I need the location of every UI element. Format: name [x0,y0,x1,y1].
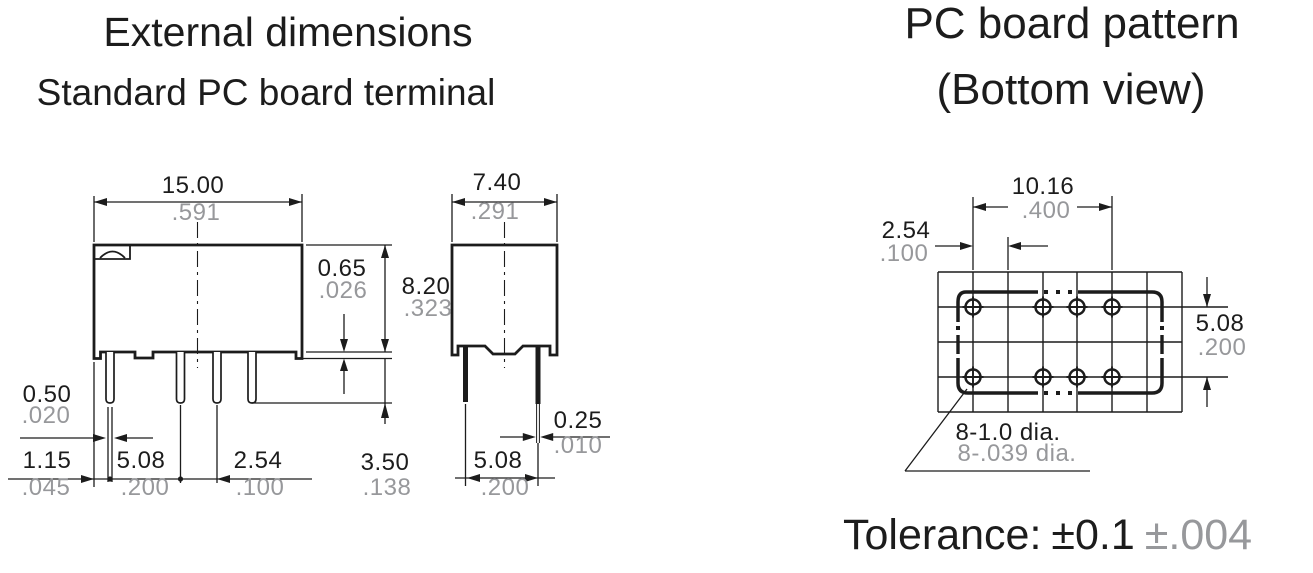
dim-pcb-span-mm: 10.16 [1011,173,1075,200]
pcb-holes [962,296,1123,388]
pcb-dimensions [904,196,1211,472]
pcb-pattern-title: PC board pattern [904,0,1240,48]
dim-front-pitch-a-mm: 5.08 [116,447,166,474]
dim-depth-in: .291 [470,198,520,225]
external-dimensions-title: External dimensions [103,9,473,55]
tolerance-note: Tolerance: ±0.1 ±.004 [843,514,1252,557]
dim-side-pitch-in: .200 [480,474,530,501]
dim-pcb-row-mm: 5.08 [1195,310,1245,337]
side-view-dimensions [451,194,610,486]
dim-height-in: .323 [403,295,453,322]
dim-side-pitch-mm: 5.08 [473,447,523,474]
tolerance-mm: ±0.1 [1051,511,1135,559]
dim-pin-length-mm: 3.50 [360,449,410,476]
front-view-dimensions [8,194,392,487]
dim-case-gap-in: .026 [318,277,368,304]
pcb-grid [937,271,1228,413]
dim-front-pitch-b-mm: 2.54 [233,447,283,474]
dim-edge-pin-mm: 1.15 [22,447,72,474]
relay-side-view [450,222,559,443]
dim-front-pitch-b-in: .100 [235,474,285,501]
dim-pin-width-in: .020 [21,402,71,429]
dim-pin-thick-mm: 0.25 [553,407,603,434]
dim-front-pitch-a-in: .200 [120,474,170,501]
pcb-pattern-subtitle: (Bottom view) [936,65,1206,114]
dim-pcb-pitch-mm: 2.54 [881,217,931,244]
dim-pcb-holes-mm: 8-1.0 dia. [955,419,1061,446]
dim-pcb-row-in: .200 [1197,334,1247,361]
dim-pin-width-mm: 0.50 [22,381,72,408]
tolerance-in: ±.004 [1144,511,1253,559]
dim-case-gap-mm: 0.65 [317,255,367,282]
dim-pcb-pitch-in: .100 [879,240,929,267]
pcb-relay-outline [956,290,1164,395]
dim-depth-mm: 7.40 [472,169,522,196]
dim-pin-thick-in: .010 [553,432,603,459]
tolerance-label: Tolerance: [843,511,1042,559]
dim-height-mm: 8.20 [401,273,451,300]
dim-pin-length-in: .138 [362,474,412,501]
dim-front-width-in: .591 [171,199,221,226]
dim-front-width-mm: 15.00 [161,172,225,199]
dim-pcb-holes-in: 8-.039 dia. [957,440,1077,467]
dim-pcb-span-in: .400 [1021,197,1071,224]
relay-front-view [92,222,304,404]
external-dimensions-subtitle: Standard PC board terminal [36,72,496,113]
dim-edge-pin-in: .045 [21,474,71,501]
